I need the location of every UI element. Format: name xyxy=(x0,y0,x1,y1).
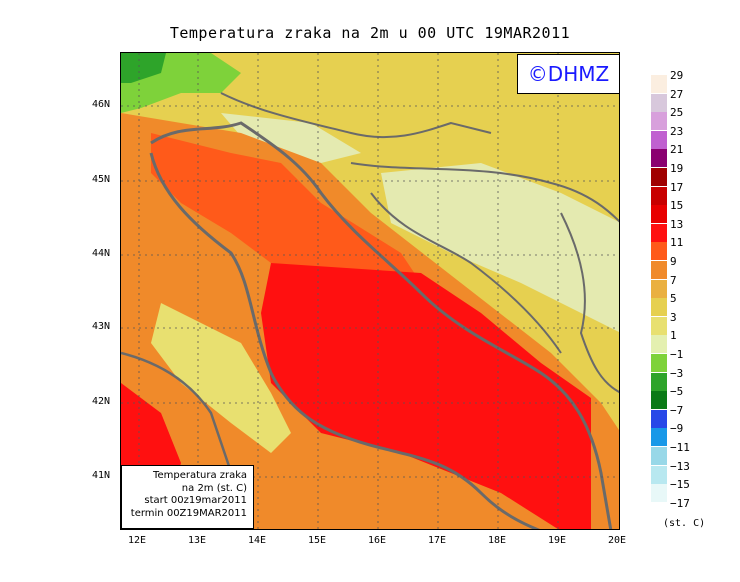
legend-label: 11 xyxy=(670,236,684,250)
legend-label: 17 xyxy=(670,180,684,194)
map-canvas xyxy=(121,53,619,529)
lat-label-44n: 44N xyxy=(92,248,111,259)
legend-label: 5 xyxy=(670,292,677,306)
legend-swatch xyxy=(651,409,667,428)
legend-swatch xyxy=(651,130,667,149)
legend-label: −13 xyxy=(670,459,690,473)
legend-swatch xyxy=(651,428,667,447)
legend-swatch xyxy=(651,242,667,261)
dhmz-logo: ©DHMZ xyxy=(517,54,620,94)
map-title: Temperatura zraka na 2m u 00 UTC 19MAR20… xyxy=(169,24,571,42)
east-coastline xyxy=(150,121,613,529)
lat-label-46n: 46N xyxy=(92,99,111,110)
graticule xyxy=(121,53,619,529)
lon-label-18e: 18E xyxy=(488,535,507,546)
legend-label: −7 xyxy=(670,403,684,417)
lat-label-41n: 41N xyxy=(92,470,111,481)
legend-label: 25 xyxy=(670,106,684,120)
legend-swatch xyxy=(651,316,667,335)
lon-label-20e: 20E xyxy=(608,535,627,546)
legend-swatch xyxy=(651,279,667,298)
north-border xyxy=(220,92,492,139)
lon-label-17e: 17E xyxy=(428,535,447,546)
italian-coastline xyxy=(149,152,541,529)
legend-swatch xyxy=(651,261,667,279)
lon-label-14e: 14E xyxy=(248,535,267,546)
lon-label-19e: 19E xyxy=(548,535,567,546)
slovenia-cool-zone xyxy=(221,113,361,163)
lon-label-16e: 16E xyxy=(368,535,387,546)
legend-swatch xyxy=(651,502,667,521)
legend-label: −15 xyxy=(670,478,690,492)
legend-swatch xyxy=(651,186,667,205)
info-line-2: na 2m (st. C) xyxy=(181,482,247,494)
legend-swatch xyxy=(651,354,667,372)
legend-swatch xyxy=(651,335,667,354)
east-border xyxy=(560,212,619,393)
legend-label: −1 xyxy=(670,348,684,361)
legend-label: 7 xyxy=(670,273,677,287)
legend-swatch xyxy=(651,465,667,484)
info-line-4: termin 00Z19MAR2011 xyxy=(130,507,247,519)
bih-border xyxy=(370,192,562,354)
legend-label: 19 xyxy=(670,162,684,175)
legend-swatch xyxy=(651,484,667,503)
lat-label-45n: 45N xyxy=(92,174,111,185)
legend-label: −9 xyxy=(670,422,684,436)
legend-label: −5 xyxy=(670,385,684,399)
legend-label: 29 xyxy=(670,69,684,82)
lat-label-42n: 42N xyxy=(92,396,111,407)
legend-label: −17 xyxy=(670,496,690,510)
alpine-cold-core xyxy=(121,53,166,83)
legend-swatch xyxy=(651,372,667,391)
legend-label: 9 xyxy=(670,255,677,268)
temperature-map[interactable] xyxy=(120,52,620,530)
legend-swatch xyxy=(651,205,667,224)
legend-swatch xyxy=(651,93,667,112)
legend-label: 15 xyxy=(670,199,684,213)
lon-label-15e: 15E xyxy=(308,535,327,546)
inland-cool-zone xyxy=(381,163,619,332)
lon-label-12e: 12E xyxy=(128,535,147,546)
info-box: Temperatura zraka na 2m (st. C) start 00… xyxy=(121,465,254,529)
lon-label-13e: 13E xyxy=(188,535,207,546)
lat-label-43n: 43N xyxy=(92,321,111,332)
sava-border xyxy=(350,162,619,223)
legend-label: −3 xyxy=(670,366,684,380)
legend-label: 3 xyxy=(670,310,677,324)
legend-label: 1 xyxy=(670,329,677,343)
legend-label: 21 xyxy=(670,143,684,157)
legend-swatch xyxy=(651,168,667,186)
legend-swatch xyxy=(651,75,667,93)
legend-swatch xyxy=(651,149,667,168)
legend-unit: (st. C) xyxy=(663,518,706,529)
italy-hill-zone xyxy=(151,303,291,453)
legend-swatch xyxy=(651,391,667,410)
south-adriatic-zone xyxy=(261,263,591,529)
legend-swatch xyxy=(651,447,667,465)
legend-label: 27 xyxy=(670,87,684,101)
info-line-1: Temperatura zraka xyxy=(153,470,247,481)
legend-label: −11 xyxy=(670,441,690,454)
north-adriatic-zone xyxy=(151,133,421,283)
info-line-3: start 00z19mar2011 xyxy=(144,495,247,506)
legend-swatch xyxy=(651,298,667,317)
legend-swatch xyxy=(651,223,667,242)
legend-label: 13 xyxy=(670,217,684,231)
legend-swatch xyxy=(651,112,667,131)
legend-label: 23 xyxy=(670,124,684,138)
